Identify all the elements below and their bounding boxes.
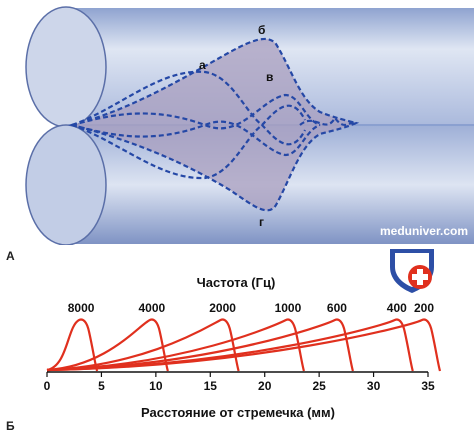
wave-inner-1 <box>71 93 321 130</box>
wave-envelope-outline <box>67 37 360 212</box>
x-tick-label: 5 <box>98 379 105 393</box>
panel-letter-b: Б <box>6 419 15 433</box>
wave-tail <box>299 115 357 127</box>
panel-b-frequency-chart: Частота (Гц) 8000 4000 2000 1000 600 400 200 0… <box>0 262 474 437</box>
frequency-title: Частота (Гц) <box>197 275 276 290</box>
wave-envelope <box>72 38 356 211</box>
tube-illustration: а б в г <box>25 6 474 246</box>
wave-label-v: в <box>266 70 273 84</box>
panel-letter-a: А <box>6 249 15 263</box>
x-tick-label: 0 <box>44 379 51 393</box>
wave-label-b: б <box>258 23 265 37</box>
wave-a <box>71 70 306 146</box>
x-tick-label: 35 <box>421 379 435 393</box>
frequency-curve-8000 <box>46 318 99 372</box>
watermark-text: meduniver.com <box>379 224 468 238</box>
frequency-curve-600 <box>46 318 354 372</box>
frequency-curve-400 <box>46 318 414 372</box>
frequency-label-1000: 1000 <box>275 301 302 315</box>
frequency-curve-200 <box>46 318 442 372</box>
frequency-label-400: 400 <box>387 301 407 315</box>
x-tick-label: 10 <box>149 379 163 393</box>
lower-tube-opening <box>25 124 107 246</box>
shield-cross-logo-icon <box>390 249 434 293</box>
wave-label-g: г <box>259 215 264 229</box>
x-tick-label: 30 <box>367 379 381 393</box>
frequency-response-chart: Частота (Гц) 8000 4000 2000 1000 600 400 200 0… <box>44 275 442 420</box>
frequency-label-4000: 4000 <box>139 301 166 315</box>
wave-label-a: а <box>199 58 206 72</box>
frequency-curve-1000 <box>46 318 305 372</box>
panel-a-cochlea-wave: а б в г meduniver.com <box>25 6 474 246</box>
x-tick-label: 15 <box>204 379 218 393</box>
wave-g <box>71 104 306 180</box>
frequency-curve-4000 <box>46 318 169 372</box>
upper-tube-opening <box>25 6 107 128</box>
frequency-label-2000: 2000 <box>209 301 236 315</box>
frequency-label-8000: 8000 <box>68 301 95 315</box>
frequency-label-600: 600 <box>327 301 347 315</box>
x-tick-label: 20 <box>258 379 272 393</box>
wave-inner-2 <box>71 120 321 157</box>
x-tick-label: 25 <box>312 379 326 393</box>
wave-curves <box>67 37 360 212</box>
frequency-label-200: 200 <box>414 301 434 315</box>
frequency-curve-2000 <box>46 318 240 372</box>
x-axis-label: Расстояние от стремечка (мм) <box>141 405 335 420</box>
